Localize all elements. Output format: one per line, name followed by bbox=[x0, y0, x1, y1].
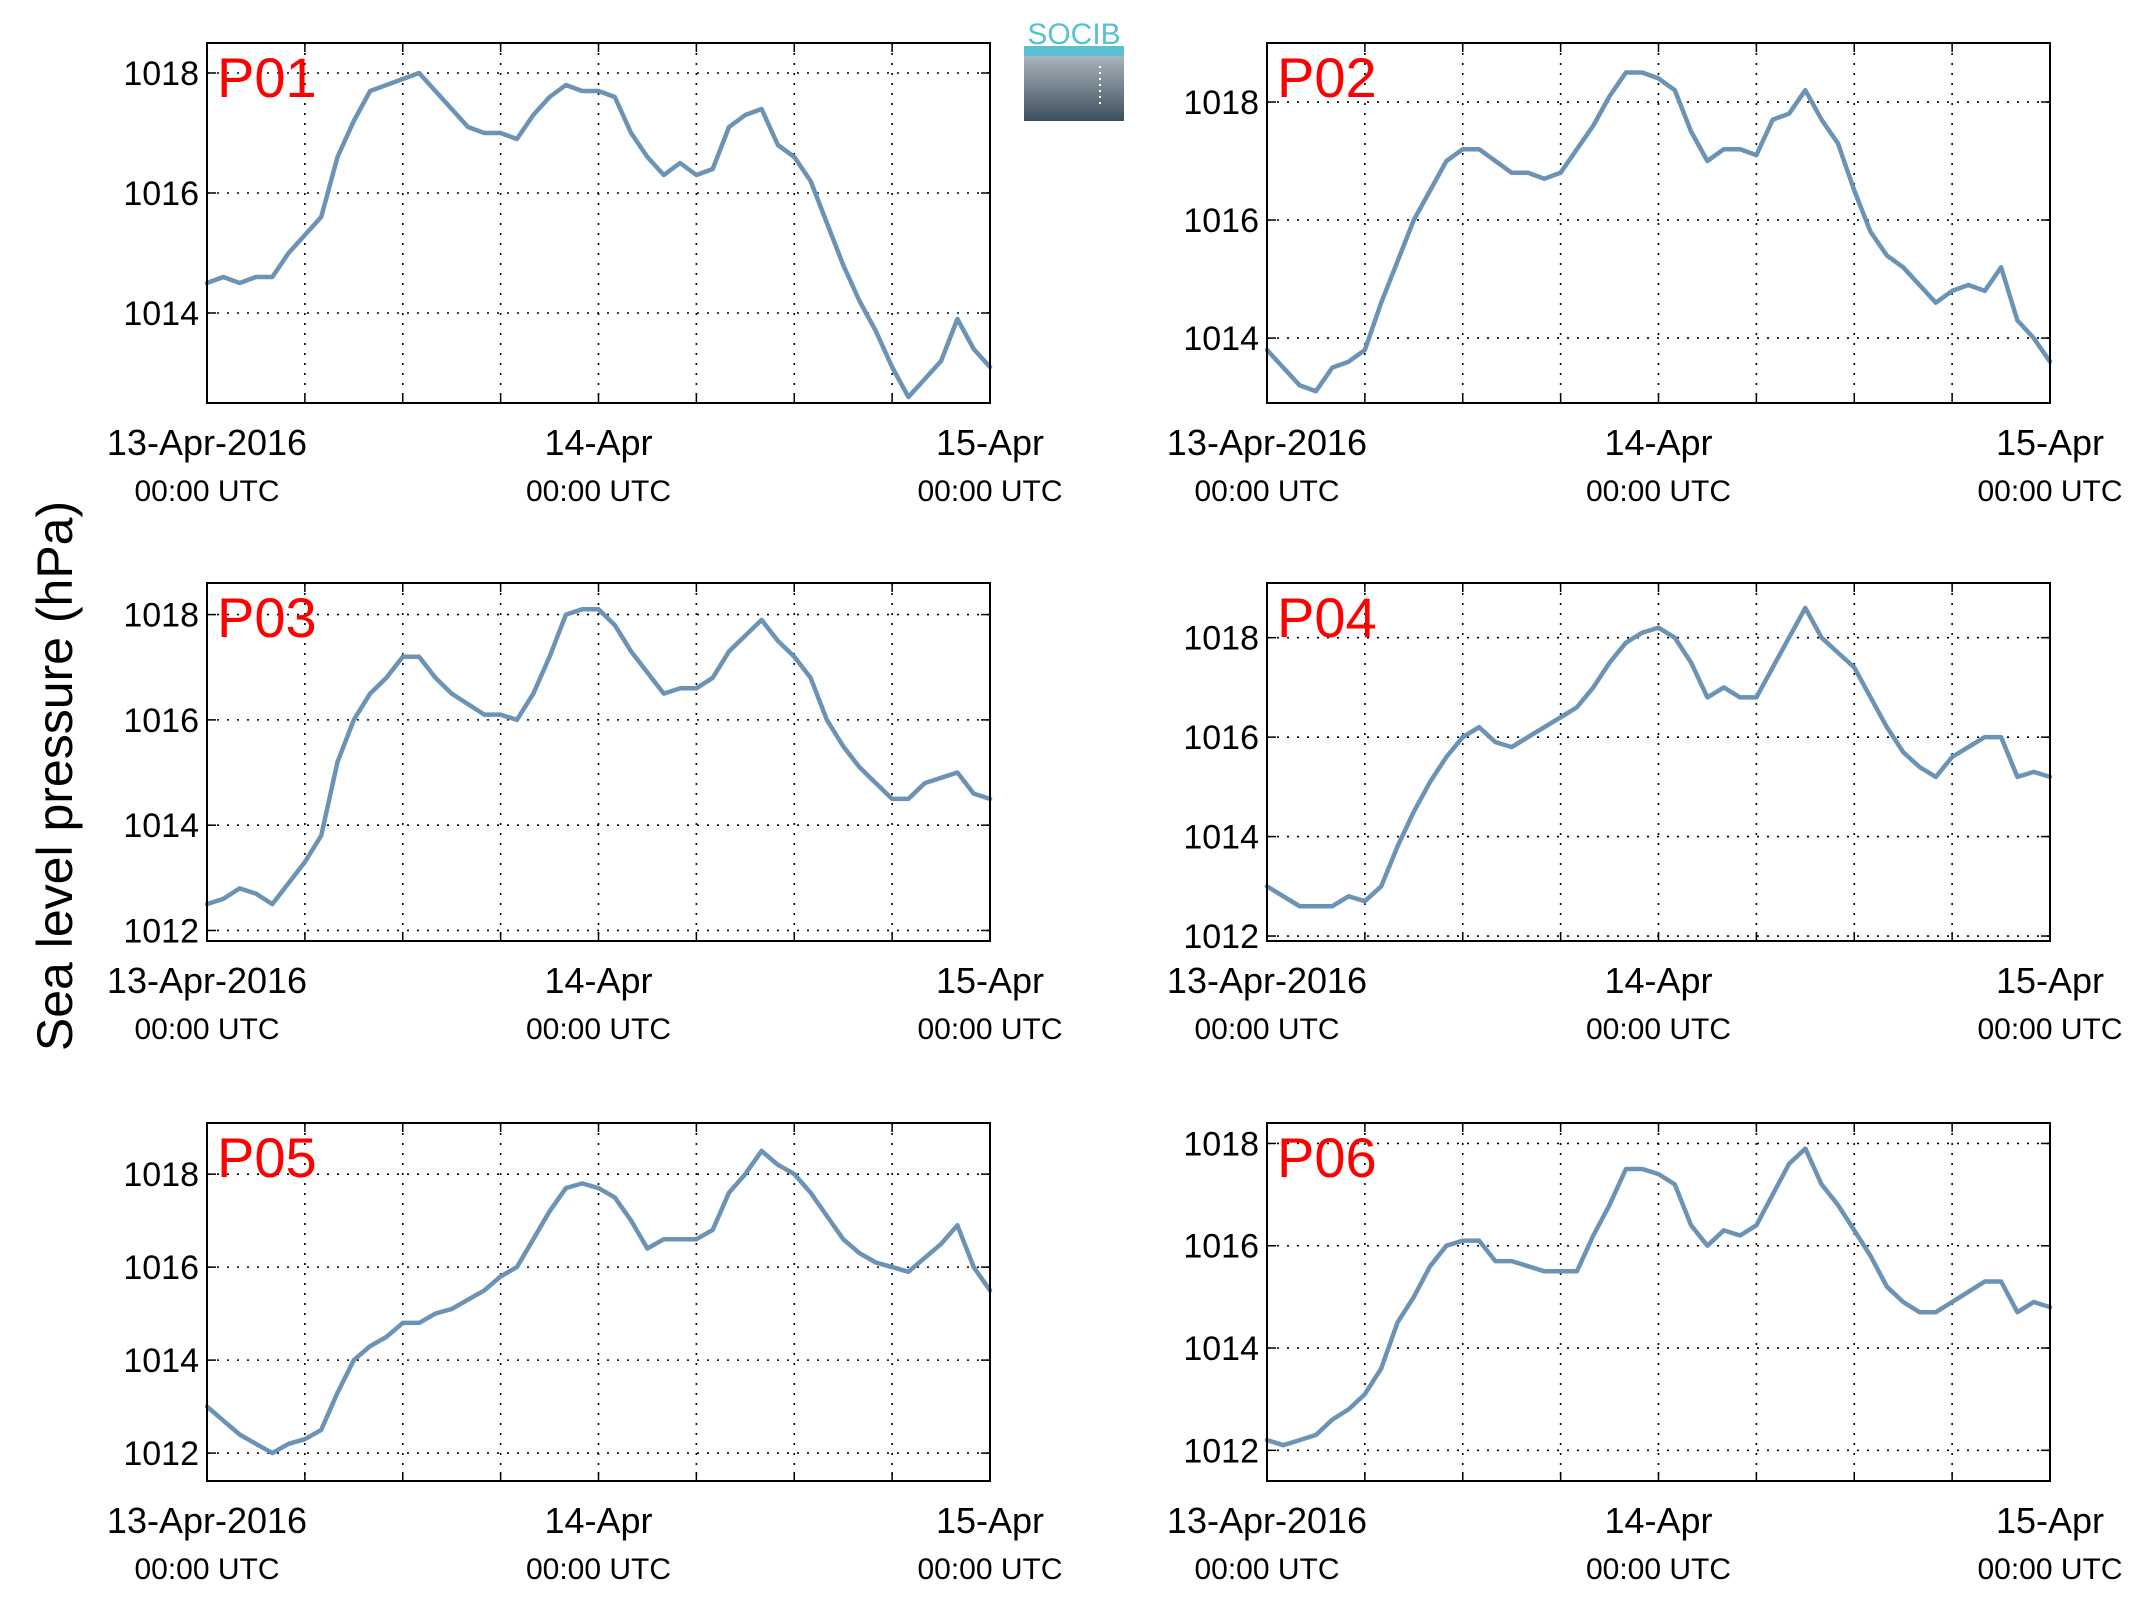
y-tick-label: 1016 bbox=[1183, 1228, 1259, 1266]
y-tick-label: 1014 bbox=[123, 295, 199, 333]
x-tick-label: 15-Apr bbox=[1996, 422, 2104, 463]
x-tick-label: 14-Apr bbox=[1604, 1500, 1712, 1541]
axes-frame bbox=[1266, 1122, 2051, 1482]
series-line bbox=[204, 607, 993, 907]
axes-frame bbox=[206, 42, 991, 404]
x-tick-sublabel: 00:00 UTC bbox=[526, 1013, 671, 1046]
x-tick-sublabel: 00:00 UTC bbox=[1977, 1013, 2122, 1046]
logo-text: SOCIB bbox=[1027, 18, 1120, 51]
series-line bbox=[204, 70, 993, 400]
panel-p02: 1014 1016 1018 P02 13-Apr-2016 00:00 UTC 14-Ap… bbox=[1167, 42, 2123, 508]
y-tick-label: 1016 bbox=[123, 702, 199, 740]
panel-p04: 1012 1014 1016 1018 P04 13-Apr-2016 00:00 UTC 1… bbox=[1167, 582, 2123, 1046]
panel-label: P04 bbox=[1277, 586, 1377, 649]
series-line bbox=[1264, 70, 2053, 394]
panel-label: P02 bbox=[1277, 46, 1377, 109]
panel-label: P03 bbox=[217, 586, 317, 649]
x-tick-label: 13-Apr-2016 bbox=[1167, 1500, 1367, 1541]
y-tick-label: 1014 bbox=[123, 1342, 199, 1380]
y-tick-label: 1016 bbox=[1183, 202, 1259, 240]
panel-p06: 1012 1014 1016 1018 P06 13-Apr-2016 00:00 UTC 1… bbox=[1167, 1122, 2123, 1586]
axes-frame bbox=[206, 582, 991, 942]
logo-gradient-block bbox=[1024, 56, 1124, 121]
series-line bbox=[1264, 605, 2053, 909]
panel-p03: 1012 1014 1016 1018 P03 13-Apr-2016 00:00 UTC 1… bbox=[107, 582, 1063, 1046]
y-tick-label: 1018 bbox=[123, 597, 199, 635]
x-tick-label: 15-Apr bbox=[1996, 960, 2104, 1001]
y-tick-label: 1012 bbox=[123, 912, 199, 950]
panels: 1014 1016 1018 P01 13-Apr-2016 00:00 UTC 14-Ap… bbox=[107, 42, 2123, 1586]
x-tick-label: 13-Apr-2016 bbox=[1167, 422, 1367, 463]
y-tick-label: 1018 bbox=[1183, 84, 1259, 122]
x-tick-sublabel: 00:00 UTC bbox=[1194, 475, 1339, 508]
x-tick-label: 15-Apr bbox=[936, 960, 1044, 1001]
x-tick-sublabel: 00:00 UTC bbox=[917, 1013, 1062, 1046]
y-tick-label: 1016 bbox=[1183, 719, 1259, 757]
y-tick-label: 1014 bbox=[1183, 1330, 1259, 1368]
x-tick-label: 15-Apr bbox=[936, 1500, 1044, 1541]
y-tick-label: 1018 bbox=[123, 55, 199, 93]
x-tick-sublabel: 00:00 UTC bbox=[917, 475, 1062, 508]
panel-p01: 1014 1016 1018 P01 13-Apr-2016 00:00 UTC 14-Ap… bbox=[107, 42, 1063, 508]
x-tick-sublabel: 00:00 UTC bbox=[526, 475, 671, 508]
x-tick-sublabel: 00:00 UTC bbox=[134, 475, 279, 508]
x-tick-label: 13-Apr-2016 bbox=[107, 1500, 307, 1541]
x-tick-sublabel: 00:00 UTC bbox=[1586, 1013, 1731, 1046]
x-tick-sublabel: 00:00 UTC bbox=[1586, 1553, 1731, 1586]
x-tick-label: 14-Apr bbox=[544, 1500, 652, 1541]
x-tick-sublabel: 00:00 UTC bbox=[917, 1553, 1062, 1586]
y-tick-label: 1018 bbox=[1183, 620, 1259, 658]
x-tick-label: 14-Apr bbox=[544, 960, 652, 1001]
x-tick-label: 15-Apr bbox=[936, 422, 1044, 463]
x-tick-label: 13-Apr-2016 bbox=[107, 960, 307, 1001]
y-tick-label: 1014 bbox=[123, 807, 199, 845]
x-tick-sublabel: 00:00 UTC bbox=[1977, 1553, 2122, 1586]
y-tick-label: 1014 bbox=[1183, 320, 1259, 358]
y-tick-label: 1014 bbox=[1183, 819, 1259, 857]
y-tick-label: 1012 bbox=[1183, 1432, 1259, 1470]
panel-label: P06 bbox=[1277, 1126, 1377, 1189]
panel-label: P05 bbox=[217, 1126, 317, 1189]
x-tick-sublabel: 00:00 UTC bbox=[1194, 1013, 1339, 1046]
x-tick-sublabel: 00:00 UTC bbox=[526, 1553, 671, 1586]
x-tick-sublabel: 00:00 UTC bbox=[134, 1013, 279, 1046]
y-tick-label: 1016 bbox=[123, 175, 199, 213]
axes-frame bbox=[1266, 42, 2051, 404]
y-tick-label: 1018 bbox=[1183, 1125, 1259, 1163]
x-tick-label: 13-Apr-2016 bbox=[107, 422, 307, 463]
series-line bbox=[204, 1148, 993, 1456]
panel-label: P01 bbox=[217, 46, 317, 109]
y-tick-label: 1016 bbox=[123, 1249, 199, 1287]
panel-p05: 1012 1014 1016 1018 P05 13-Apr-2016 00:00 UTC 1… bbox=[107, 1122, 1063, 1586]
y-tick-label: 1012 bbox=[123, 1435, 199, 1473]
x-tick-sublabel: 00:00 UTC bbox=[1586, 475, 1731, 508]
socib-logo: SOCIB bbox=[1024, 18, 1124, 121]
y-axis-label: Sea level pressure (hPa) bbox=[27, 501, 83, 1051]
x-tick-label: 15-Apr bbox=[1996, 1500, 2104, 1541]
axes-frame bbox=[1266, 582, 2051, 942]
logo-accent-band bbox=[1024, 46, 1124, 56]
x-tick-label: 14-Apr bbox=[1604, 422, 1712, 463]
y-tick-label: 1012 bbox=[1183, 918, 1259, 956]
x-tick-sublabel: 00:00 UTC bbox=[134, 1553, 279, 1586]
axes-frame bbox=[206, 1122, 991, 1482]
x-tick-sublabel: 00:00 UTC bbox=[1194, 1553, 1339, 1586]
series-line bbox=[1264, 1146, 2053, 1448]
x-tick-label: 13-Apr-2016 bbox=[1167, 960, 1367, 1001]
y-tick-label: 1018 bbox=[123, 1156, 199, 1194]
x-tick-label: 14-Apr bbox=[1604, 960, 1712, 1001]
x-tick-label: 14-Apr bbox=[544, 422, 652, 463]
x-tick-sublabel: 00:00 UTC bbox=[1977, 475, 2122, 508]
